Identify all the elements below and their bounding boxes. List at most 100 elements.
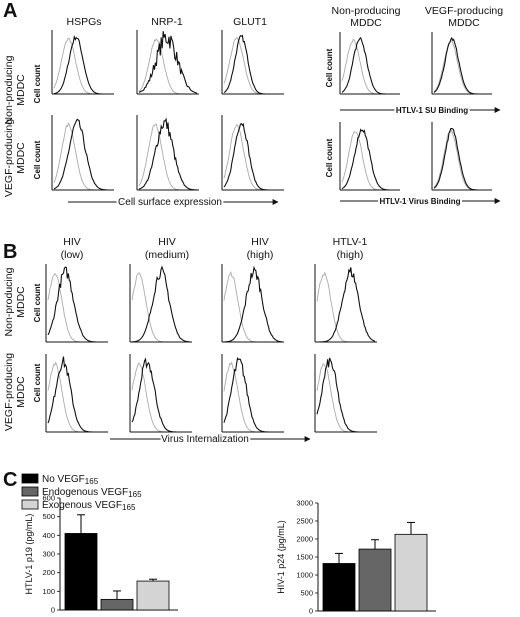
htlv-chart-tick-label-100: 100	[42, 587, 55, 596]
col-label-nrp1: NRP-1	[151, 16, 183, 28]
hiv-chart-tick-label-3000: 3000	[296, 499, 313, 508]
hist-b-col3-vegf	[221, 354, 284, 433]
hist-a-su-vegf-sample-trace	[433, 36, 490, 95]
row-label-vegf-b-line2: MDDC	[15, 376, 27, 408]
htlv-chart: 0 100 200 300 400 500 600 HTLV-1 p19 (pg/mL)	[24, 494, 178, 615]
hiv-chart-tick-label-2000: 2000	[296, 535, 313, 544]
right-col-label-1-line2: MDDC	[350, 17, 382, 29]
hist-a-virus-nonproducing-control-trace	[341, 131, 398, 191]
hist-a-su-vegf	[431, 32, 492, 95]
hist-a-nrp1-nonproducing-sample-trace	[138, 31, 198, 94]
hist-b-col1-nonproducing	[45, 264, 108, 343]
bar-charts: 0 100 200 300 400 500 600 HTLV-1 p19 (pg/mL) 0 50…	[24, 494, 436, 616]
hist-a-su-nonproducing	[339, 32, 400, 95]
legend-label-endogenous-sub: 165	[128, 490, 142, 499]
hist-b-col3-nonproducing-control-trace	[223, 270, 282, 343]
htlv-chart-tick-label-200: 200	[42, 568, 55, 577]
htlv-chart-bar-3	[136, 580, 170, 611]
y-label-b-row2: Cell count	[33, 363, 42, 402]
y-label-a-row1: Cell count	[33, 64, 42, 103]
legend-label-no-vegf-main: No VEGF	[42, 474, 85, 485]
legend-swatch-endogenous	[21, 486, 39, 497]
hist-b-col1-vegf-sample-trace	[47, 356, 106, 433]
hist-a-su-nonproducing-control-trace	[341, 38, 398, 95]
b-col1-line2: (low)	[61, 249, 84, 261]
hiv-chart-bar-1	[322, 563, 356, 612]
hist-a-nrp1-vegf-sample-trace	[138, 117, 197, 191]
panel-b-letter: B	[3, 241, 17, 263]
hist-b-col2-nonproducing	[129, 264, 192, 343]
right-col-label-1-line1: Non-producing	[332, 5, 401, 17]
row-label-nonproducing-a-line1: Non-producing	[3, 55, 15, 124]
b-col2-line1: HIV	[158, 236, 176, 248]
hist-b-col3-vegf-sample-trace	[223, 356, 282, 433]
htlv-chart-bar-2	[100, 598, 134, 611]
htlv-chart-tick-label-0: 0	[51, 606, 55, 615]
b-col1-line1: HIV	[63, 236, 81, 248]
legend-label-exogenous-sub: 165	[122, 503, 136, 512]
x-label-surface: Cell surface expression	[118, 197, 222, 208]
b-col2-line2: (medium)	[145, 249, 189, 261]
hist-b-col2-vegf-sample-trace	[131, 357, 190, 433]
right-col-label-2-line1: VEGF-producing	[425, 5, 503, 17]
hist-b-col2-nonproducing-control-trace	[131, 272, 190, 343]
legend-swatch-no-vegf	[21, 473, 39, 484]
hist-a-hspgs-vegf-sample-trace	[53, 118, 112, 191]
hist-b-col4-nonproducing	[314, 264, 377, 343]
hist-b-col1-vegf	[45, 354, 108, 433]
hist-a-glut1-vegf	[221, 115, 284, 191]
hist-b-col4-vegf	[314, 354, 377, 433]
y-label-su: Cell count	[325, 48, 334, 87]
histogram-panels	[45, 30, 492, 433]
legend-label-exogenous: Exogenous VEGF165	[42, 500, 136, 512]
hiv-chart-tick-label-0: 0	[309, 607, 313, 616]
hist-b-col3-nonproducing-sample-trace	[224, 265, 283, 343]
legend-label-no-vegf: No VEGF165	[42, 474, 99, 486]
panel-c-letter: C	[3, 469, 17, 491]
col-label-hspgs: HSPGs	[66, 16, 101, 28]
hist-a-virus-vegf	[431, 122, 492, 191]
hist-b-col1-vegf-control-trace	[47, 361, 106, 433]
right-col-label-2-line2: MDDC	[448, 17, 480, 29]
hist-a-nrp1-nonproducing	[136, 30, 199, 95]
htlv-chart-tick-label-400: 400	[42, 531, 55, 540]
hist-a-nrp1-vegf	[136, 115, 199, 191]
hist-b-col2-vegf	[129, 354, 192, 433]
legend: No VEGF165 Endogenous VEGF165 Exogenous …	[21, 473, 142, 512]
legend-label-no-vegf-sub: 165	[85, 477, 99, 486]
hiv-chart-tick-label-1500: 1500	[296, 553, 313, 562]
hiv-chart-tick-label-2500: 2500	[296, 517, 313, 526]
row-label-nonproducing-b-line2: MDDC	[15, 286, 27, 318]
legend-label-endogenous: Endogenous VEGF165	[42, 487, 142, 499]
b-col4-line2: (high)	[337, 249, 364, 261]
hist-b-col3-nonproducing	[221, 264, 284, 343]
hist-a-glut1-nonproducing-control-trace	[223, 37, 282, 95]
hist-b-col1-nonproducing-sample-trace	[47, 266, 106, 343]
hiv-chart-tick-label-1000: 1000	[296, 571, 313, 580]
hiv-chart-bar-3	[394, 533, 428, 612]
htlv-chart-y-label: HTLV-1 p19 (pg/mL)	[24, 514, 34, 595]
y-label-virus: Cell count	[325, 138, 334, 177]
htlv-chart-bar-1	[64, 533, 98, 611]
legend-swatch-exogenous	[21, 499, 39, 510]
hist-a-glut1-nonproducing	[221, 30, 284, 95]
row-label-vegf-a-line2: MDDC	[15, 142, 27, 174]
hist-b-col3-vegf-control-trace	[223, 361, 282, 433]
hiv-chart-y-label: HIV-1 p24 (pg/mL)	[276, 520, 286, 594]
x-label-virus: HTLV-1 Virus Binding	[379, 197, 460, 206]
panel-a-letter: A	[3, 0, 17, 22]
hist-a-virus-nonproducing	[339, 122, 400, 191]
row-label-nonproducing-a-line2: MDDC	[15, 74, 27, 106]
hist-a-virus-vegf-control-trace	[433, 129, 490, 191]
hist-b-col4-vegf-sample-trace	[316, 357, 375, 433]
hiv-chart-bar-2	[358, 548, 392, 612]
b-col3-line1: HIV	[251, 236, 269, 248]
hist-b-col2-nonproducing-sample-trace	[131, 265, 191, 343]
legend-label-exogenous-main: Exogenous VEGF	[42, 500, 122, 511]
y-label-b-row1: Cell count	[33, 283, 42, 322]
b-col4-line1: HTLV-1	[333, 236, 368, 248]
hist-a-glut1-nonproducing-sample-trace	[223, 34, 282, 95]
hiv-chart-tick-label-500: 500	[300, 589, 313, 598]
